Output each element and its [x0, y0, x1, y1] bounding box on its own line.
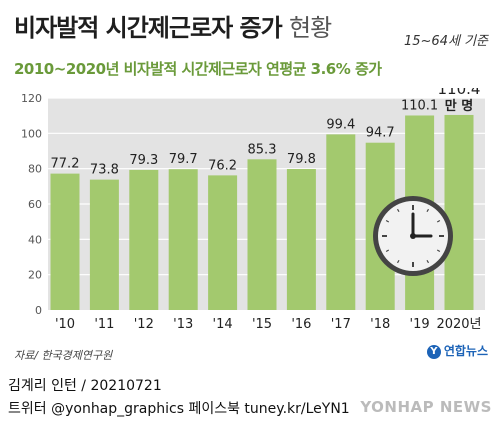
y-tick-label: 60	[28, 198, 42, 211]
brand-name: 연합뉴스	[443, 344, 488, 358]
value-labels: 77.2 73.8 79.3 79.7 76.2 85.3 79.8 99.4 94.7 110.…	[51, 88, 481, 178]
bar	[326, 134, 356, 310]
clock-tick	[385, 249, 390, 253]
agency-watermark: YONHAP NEWS	[360, 398, 492, 416]
x-tick-label: '13	[173, 317, 193, 332]
y-tick-label: 40	[28, 233, 42, 246]
clock-tick	[396, 208, 400, 213]
bar	[129, 169, 159, 310]
value-label: 110.4	[438, 88, 481, 98]
bar	[89, 179, 119, 310]
x-axis-labels: '10 '11 '12 '13 '14 '15 '16 '17 '18 '19 2020년	[55, 317, 482, 332]
title-main: 비자발적 시간제근로자 증가	[14, 14, 283, 42]
x-tick-label: '17	[331, 317, 351, 332]
y-tick-label: 80	[28, 163, 42, 176]
y-tick-label: 120	[21, 92, 42, 105]
bar	[247, 159, 277, 310]
clock-tick	[385, 219, 390, 223]
bar	[444, 114, 474, 311]
y-tick-label: 100	[21, 127, 42, 140]
value-label: 79.3	[129, 153, 158, 168]
social-line: 트위터 @yonhap_graphics 페이스북 tuney.kr/LeYN1	[8, 401, 350, 417]
y-axis-ticks: 0 20 40 60 80 100 120	[21, 92, 42, 317]
x-tick-label: '14	[213, 317, 233, 332]
clock-icon	[373, 196, 453, 276]
clock-tick	[436, 219, 441, 223]
value-label: 99.4	[326, 117, 355, 132]
value-label: 79.7	[169, 152, 198, 167]
x-tick-label: 2020년	[436, 317, 481, 332]
value-label: 85.3	[248, 142, 277, 157]
x-tick-label: '10	[55, 317, 75, 332]
y-tick-label: 20	[28, 269, 42, 282]
x-tick-label: '12	[134, 317, 154, 332]
bar	[286, 169, 316, 310]
y-tick-label: 0	[35, 304, 42, 317]
x-tick-label: '18	[370, 317, 390, 332]
source-note: 자료/ 한국경제연구원	[14, 349, 113, 362]
unit-note: 15~64세 기준	[404, 34, 488, 49]
value-label: 73.8	[90, 163, 119, 178]
bar	[50, 173, 80, 310]
unit-label: 만 명	[445, 98, 473, 114]
clock-tick	[426, 208, 430, 213]
clock-tick	[396, 259, 400, 264]
x-tick-label: '19	[410, 317, 430, 332]
x-tick-label: '15	[252, 317, 272, 332]
x-tick-label: '11	[94, 317, 114, 332]
bar	[168, 169, 198, 310]
value-label: 76.2	[208, 158, 237, 173]
value-label: 110.1	[401, 98, 438, 113]
bar	[208, 175, 238, 310]
clock-tick	[436, 249, 441, 253]
bars	[50, 114, 474, 311]
credit-line: 김계리 인턴 / 20210721	[8, 378, 162, 394]
chart-header: 비자발적 시간제근로자 증가 현황 15~64세 기준 2010~2020년 비…	[0, 0, 500, 90]
value-label: 94.7	[366, 126, 395, 141]
chart-title: 비자발적 시간제근로자 증가 현황	[14, 8, 332, 43]
yonhap-logo: Y 연합뉴스	[426, 342, 488, 359]
title-light: 현황	[289, 14, 332, 42]
value-label: 79.8	[287, 152, 316, 167]
clock-tick	[426, 259, 430, 264]
x-tick-label: '16	[291, 317, 311, 332]
value-label: 77.2	[51, 157, 80, 172]
bar-chart: 0 20 40 60 80 100 120 77.2 73.8 79.3 79.7 76.2 85.3…	[21, 88, 485, 332]
chart-subtitle: 2010~2020년 비자발적 시간제근로자 연평균 3.6% 증가	[14, 60, 382, 78]
